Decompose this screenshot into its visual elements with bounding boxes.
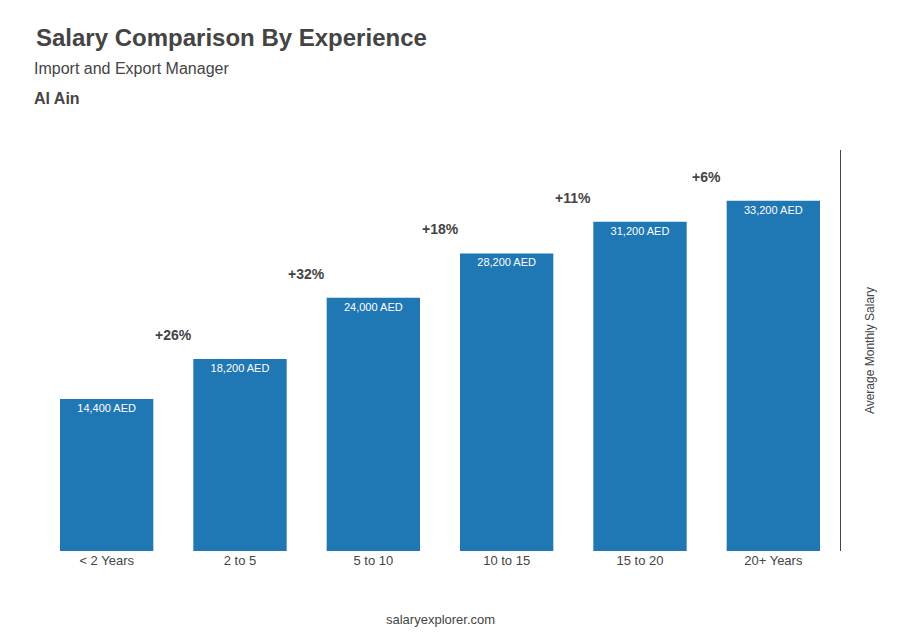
svg-text:Al Ain: Al Ain [34, 90, 80, 107]
svg-text:5 to 10: 5 to 10 [353, 553, 393, 568]
svg-text:33,200 AED: 33,200 AED [744, 204, 803, 216]
svg-text:+18%: +18% [422, 221, 459, 237]
svg-text:28,200 AED: 28,200 AED [477, 256, 536, 268]
svg-text:20+ Years: 20+ Years [744, 553, 803, 568]
svg-text:2 to 5: 2 to 5 [224, 553, 257, 568]
svg-text:10 to 15: 10 to 15 [483, 553, 530, 568]
svg-text:Import and Export Manager: Import and Export Manager [34, 60, 229, 77]
svg-text:< 2 Years: < 2 Years [79, 553, 134, 568]
svg-text:+26%: +26% [155, 327, 192, 343]
svg-text:+11%: +11% [555, 190, 591, 206]
svg-text:Salary Comparison By Experienc: Salary Comparison By Experience [36, 24, 427, 51]
svg-text:+6%: +6% [692, 169, 721, 185]
svg-text:14,400 AED: 14,400 AED [77, 402, 136, 414]
svg-text:31,200 AED: 31,200 AED [611, 225, 670, 237]
svg-text:15 to 20: 15 to 20 [617, 553, 664, 568]
svg-text:+32%: +32% [288, 266, 325, 282]
svg-text:24,000 AED: 24,000 AED [344, 301, 403, 313]
svg-text:salaryexplorer.com: salaryexplorer.com [386, 612, 495, 627]
svg-text:18,200 AED: 18,200 AED [211, 362, 270, 374]
svg-text:Average Monthly Salary: Average Monthly Salary [863, 287, 877, 414]
